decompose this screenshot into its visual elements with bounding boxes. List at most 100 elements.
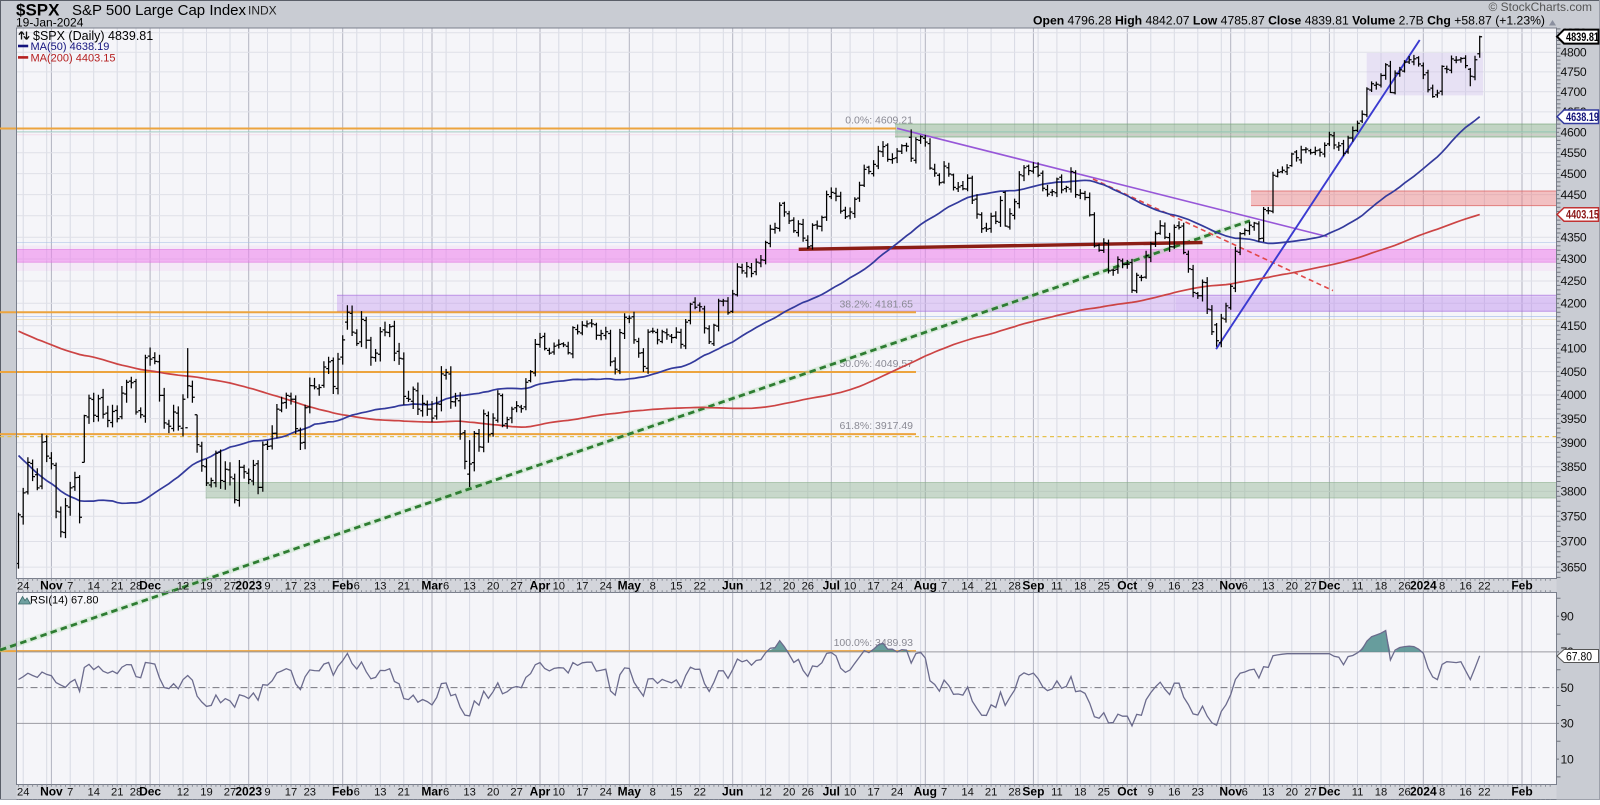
svg-text:2023: 2023	[235, 578, 262, 592]
svg-text:Aug: Aug	[914, 578, 937, 592]
svg-text:17: 17	[285, 786, 297, 798]
svg-text:May: May	[618, 784, 642, 798]
svg-text:4750: 4750	[1561, 65, 1587, 79]
svg-text:61.8%: 3917.49: 61.8%: 3917.49	[839, 420, 913, 432]
svg-text:14: 14	[961, 580, 973, 592]
svg-text:21: 21	[985, 580, 997, 592]
svg-text:18: 18	[1074, 580, 1086, 592]
svg-text:10: 10	[844, 580, 856, 592]
svg-text:3650: 3650	[1561, 560, 1587, 574]
svg-text:9: 9	[264, 786, 270, 798]
svg-text:11: 11	[1352, 786, 1364, 798]
svg-text:18: 18	[1375, 580, 1387, 592]
svg-text:7: 7	[941, 786, 947, 798]
svg-text:INDX: INDX	[248, 4, 277, 18]
svg-text:22: 22	[1478, 580, 1490, 592]
svg-text:16: 16	[1168, 786, 1180, 798]
svg-text:9: 9	[264, 580, 270, 592]
svg-text:Jun: Jun	[722, 784, 743, 798]
svg-text:17: 17	[285, 580, 297, 592]
svg-text:4350: 4350	[1561, 231, 1587, 245]
svg-text:Feb: Feb	[332, 578, 353, 592]
svg-text:22: 22	[694, 786, 706, 798]
svg-text:20: 20	[1286, 786, 1298, 798]
svg-text:17: 17	[576, 786, 588, 798]
svg-text:20: 20	[487, 786, 499, 798]
svg-text:18: 18	[1375, 786, 1387, 798]
svg-text:12: 12	[759, 786, 771, 798]
svg-text:8: 8	[650, 580, 656, 592]
svg-text:Nov: Nov	[40, 578, 63, 592]
svg-text:6: 6	[354, 786, 360, 798]
svg-text:Open 4796.28 High 4842.07 Low: Open 4796.28 High 4842.07 Low 4785.87 Cl…	[1033, 14, 1545, 28]
svg-text:25: 25	[1098, 580, 1110, 592]
svg-text:8: 8	[1439, 580, 1445, 592]
svg-text:27: 27	[224, 580, 236, 592]
svg-text:25: 25	[1098, 786, 1110, 798]
svg-text:19: 19	[200, 786, 212, 798]
svg-text:S&P 500 Large Cap Index: S&P 500 Large Cap Index	[72, 2, 247, 19]
svg-text:4403.15: 4403.15	[1566, 208, 1599, 222]
svg-text:4700: 4700	[1561, 85, 1587, 99]
svg-text:21: 21	[111, 786, 123, 798]
svg-text:20: 20	[1286, 580, 1298, 592]
svg-text:12: 12	[177, 580, 189, 592]
svg-text:4150: 4150	[1561, 319, 1587, 333]
svg-text:4200: 4200	[1561, 296, 1587, 310]
svg-text:13: 13	[463, 580, 475, 592]
svg-text:0.0%: 4609.21: 0.0%: 4609.21	[845, 115, 913, 127]
svg-text:22: 22	[1478, 786, 1490, 798]
svg-text:4300: 4300	[1561, 252, 1587, 266]
svg-text:8: 8	[1439, 786, 1445, 798]
svg-text:14: 14	[961, 786, 973, 798]
svg-text:12: 12	[759, 580, 771, 592]
svg-text:Nov: Nov	[1219, 578, 1242, 592]
svg-text:4638.19: 4638.19	[1566, 110, 1599, 124]
svg-text:9: 9	[1148, 786, 1154, 798]
svg-text:38.2%: 4181.65: 38.2%: 4181.65	[839, 298, 913, 310]
svg-text:4800: 4800	[1561, 45, 1587, 59]
svg-text:Dec: Dec	[139, 784, 161, 798]
svg-text:17: 17	[867, 786, 879, 798]
svg-text:11: 11	[1051, 786, 1063, 798]
svg-text:Sep: Sep	[1022, 784, 1044, 798]
svg-text:6: 6	[1242, 786, 1248, 798]
svg-text:6: 6	[1242, 580, 1248, 592]
svg-text:24: 24	[600, 786, 612, 798]
svg-text:16: 16	[1168, 580, 1180, 592]
svg-text:24: 24	[891, 786, 903, 798]
svg-text:Mar: Mar	[421, 578, 443, 592]
svg-text:23: 23	[1192, 580, 1204, 592]
svg-text:23: 23	[304, 580, 316, 592]
svg-text:20: 20	[487, 580, 499, 592]
svg-text:17: 17	[576, 580, 588, 592]
svg-text:Feb: Feb	[332, 784, 353, 798]
svg-text:21: 21	[111, 580, 123, 592]
svg-text:16: 16	[1459, 786, 1471, 798]
svg-text:Apr: Apr	[530, 784, 551, 798]
svg-text:24: 24	[600, 580, 612, 592]
svg-text:14: 14	[87, 786, 99, 798]
svg-text:18: 18	[1074, 786, 1086, 798]
svg-text:12: 12	[177, 786, 189, 798]
svg-text:3900: 3900	[1561, 436, 1587, 450]
svg-text:50: 50	[1561, 681, 1574, 695]
svg-text:10: 10	[553, 786, 565, 798]
svg-text:100.0%: 3489.93: 100.0%: 3489.93	[834, 637, 914, 649]
svg-text:24: 24	[17, 786, 29, 798]
svg-text:7: 7	[67, 580, 73, 592]
svg-text:3750: 3750	[1561, 510, 1587, 524]
svg-text:26: 26	[802, 786, 814, 798]
svg-text:20: 20	[783, 580, 795, 592]
svg-text:4250: 4250	[1561, 274, 1587, 288]
svg-text:Oct: Oct	[1117, 578, 1137, 592]
svg-text:3850: 3850	[1561, 460, 1587, 474]
svg-text:27: 27	[1304, 786, 1316, 798]
svg-text:4100: 4100	[1561, 342, 1587, 356]
svg-text:27: 27	[1304, 580, 1316, 592]
svg-text:3800: 3800	[1561, 485, 1587, 499]
svg-text:27: 27	[224, 786, 236, 798]
svg-text:21: 21	[985, 786, 997, 798]
svg-text:10: 10	[1561, 752, 1574, 766]
svg-text:Mar: Mar	[421, 784, 443, 798]
